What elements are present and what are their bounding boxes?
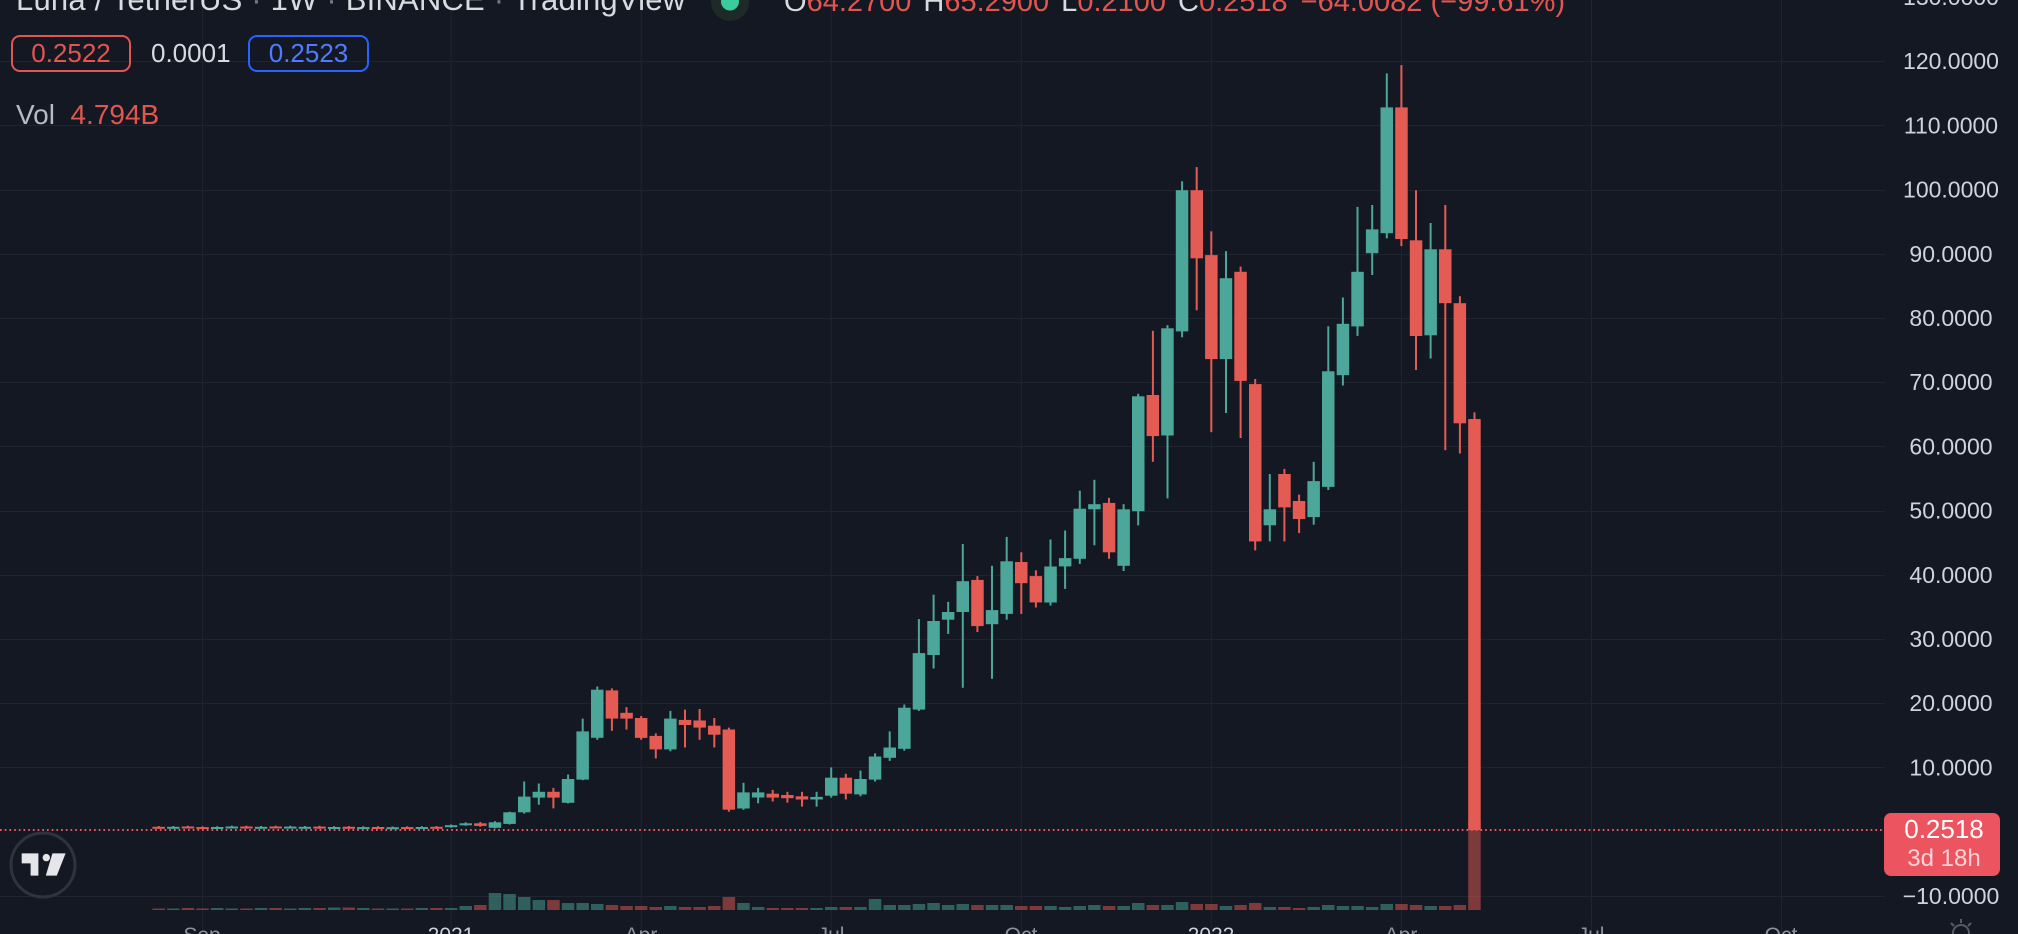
svg-text:110.0000: 110.0000 <box>1904 112 1998 138</box>
svg-text:100.0000: 100.0000 <box>1903 177 1999 203</box>
svg-text:50.0000: 50.0000 <box>1909 498 1992 524</box>
svg-text:20.0000: 20.0000 <box>1909 690 1992 716</box>
svg-text:2022: 2022 <box>1188 924 1235 934</box>
svg-text:10.0000: 10.0000 <box>1909 754 1992 780</box>
svg-text:40.0000: 40.0000 <box>1909 562 1992 588</box>
svg-text:90.0000: 90.0000 <box>1909 241 1992 267</box>
svg-text:Jul: Jul <box>818 924 845 934</box>
svg-text:2021: 2021 <box>428 924 475 934</box>
svg-text:Apr: Apr <box>1385 924 1418 934</box>
svg-text:3d 18h: 3d 18h <box>1907 845 1980 872</box>
svg-text:Sep: Sep <box>183 924 220 934</box>
svg-text:80.0000: 80.0000 <box>1909 305 1992 331</box>
svg-text:Jul: Jul <box>1578 924 1605 934</box>
svg-text:−10.0000: −10.0000 <box>1903 883 2000 909</box>
svg-text:Oct: Oct <box>1765 924 1798 934</box>
svg-text:Apr: Apr <box>625 924 658 934</box>
svg-text:120.0000: 120.0000 <box>1903 48 1999 74</box>
svg-text:30.0000: 30.0000 <box>1909 626 1992 652</box>
svg-text:0.2518: 0.2518 <box>1904 814 1984 844</box>
svg-text:70.0000: 70.0000 <box>1909 369 1992 395</box>
svg-text:130.0000: 130.0000 <box>1903 0 1999 10</box>
svg-text:Oct: Oct <box>1005 924 1038 934</box>
svg-text:60.0000: 60.0000 <box>1909 433 1992 459</box>
